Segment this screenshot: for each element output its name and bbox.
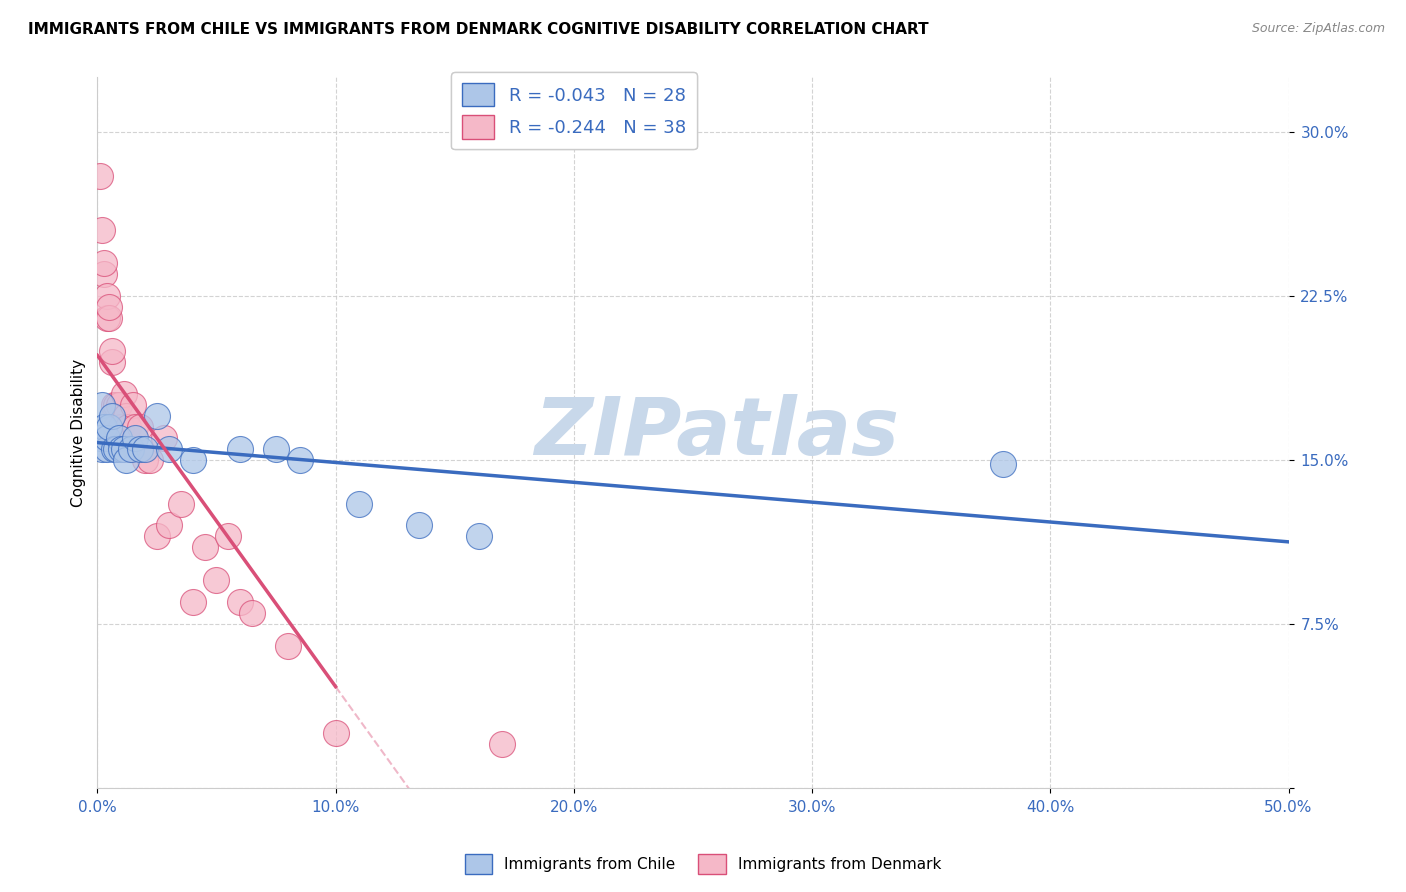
Point	[170, 497, 193, 511]
Point	[96, 431, 118, 445]
Point	[98, 300, 121, 314]
Legend: Immigrants from Chile, Immigrants from Denmark: Immigrants from Chile, Immigrants from D…	[458, 848, 948, 880]
Point	[134, 453, 156, 467]
Point	[146, 529, 169, 543]
Point	[89, 431, 111, 445]
Point	[96, 289, 118, 303]
Point	[115, 409, 138, 424]
Point	[98, 310, 121, 325]
Point	[103, 442, 125, 456]
Point	[93, 256, 115, 270]
Point	[107, 431, 129, 445]
Point	[100, 343, 122, 358]
Point	[181, 453, 204, 467]
Point	[124, 431, 146, 445]
Point	[93, 267, 115, 281]
Point	[139, 453, 162, 467]
Point	[491, 737, 513, 751]
Point	[325, 726, 347, 740]
Point	[110, 420, 132, 434]
Point	[129, 420, 152, 434]
Point	[181, 595, 204, 609]
Legend: R = -0.043   N = 28, R = -0.244   N = 38: R = -0.043 N = 28, R = -0.244 N = 38	[451, 72, 697, 149]
Point	[122, 398, 145, 412]
Point	[91, 442, 114, 456]
Point	[240, 606, 263, 620]
Point	[229, 595, 252, 609]
Point	[153, 431, 176, 445]
Point	[146, 409, 169, 424]
Text: ZIPatlas: ZIPatlas	[534, 393, 900, 472]
Point	[217, 529, 239, 543]
Point	[134, 442, 156, 456]
Point	[408, 518, 430, 533]
Point	[120, 442, 142, 456]
Point	[89, 169, 111, 183]
Text: Source: ZipAtlas.com: Source: ZipAtlas.com	[1251, 22, 1385, 36]
Point	[91, 398, 114, 412]
Point	[117, 420, 139, 434]
Point	[105, 420, 128, 434]
Point	[96, 310, 118, 325]
Point	[96, 442, 118, 456]
Point	[91, 223, 114, 237]
Point	[991, 458, 1014, 472]
Point	[157, 442, 180, 456]
Point	[277, 639, 299, 653]
Point	[124, 420, 146, 434]
Point	[288, 453, 311, 467]
Point	[264, 442, 287, 456]
Point	[103, 409, 125, 424]
Y-axis label: Cognitive Disability: Cognitive Disability	[72, 359, 86, 507]
Point	[105, 442, 128, 456]
Point	[112, 387, 135, 401]
Point	[112, 442, 135, 456]
Point	[129, 442, 152, 456]
Point	[100, 354, 122, 368]
Text: IMMIGRANTS FROM CHILE VS IMMIGRANTS FROM DENMARK COGNITIVE DISABILITY CORRELATIO: IMMIGRANTS FROM CHILE VS IMMIGRANTS FROM…	[28, 22, 929, 37]
Point	[100, 409, 122, 424]
Point	[105, 398, 128, 412]
Point	[93, 420, 115, 434]
Point	[229, 442, 252, 456]
Point	[115, 453, 138, 467]
Point	[110, 442, 132, 456]
Point	[120, 442, 142, 456]
Point	[205, 573, 228, 587]
Point	[157, 518, 180, 533]
Point	[98, 420, 121, 434]
Point	[349, 497, 371, 511]
Point	[467, 529, 489, 543]
Point	[107, 398, 129, 412]
Point	[103, 398, 125, 412]
Point	[193, 541, 215, 555]
